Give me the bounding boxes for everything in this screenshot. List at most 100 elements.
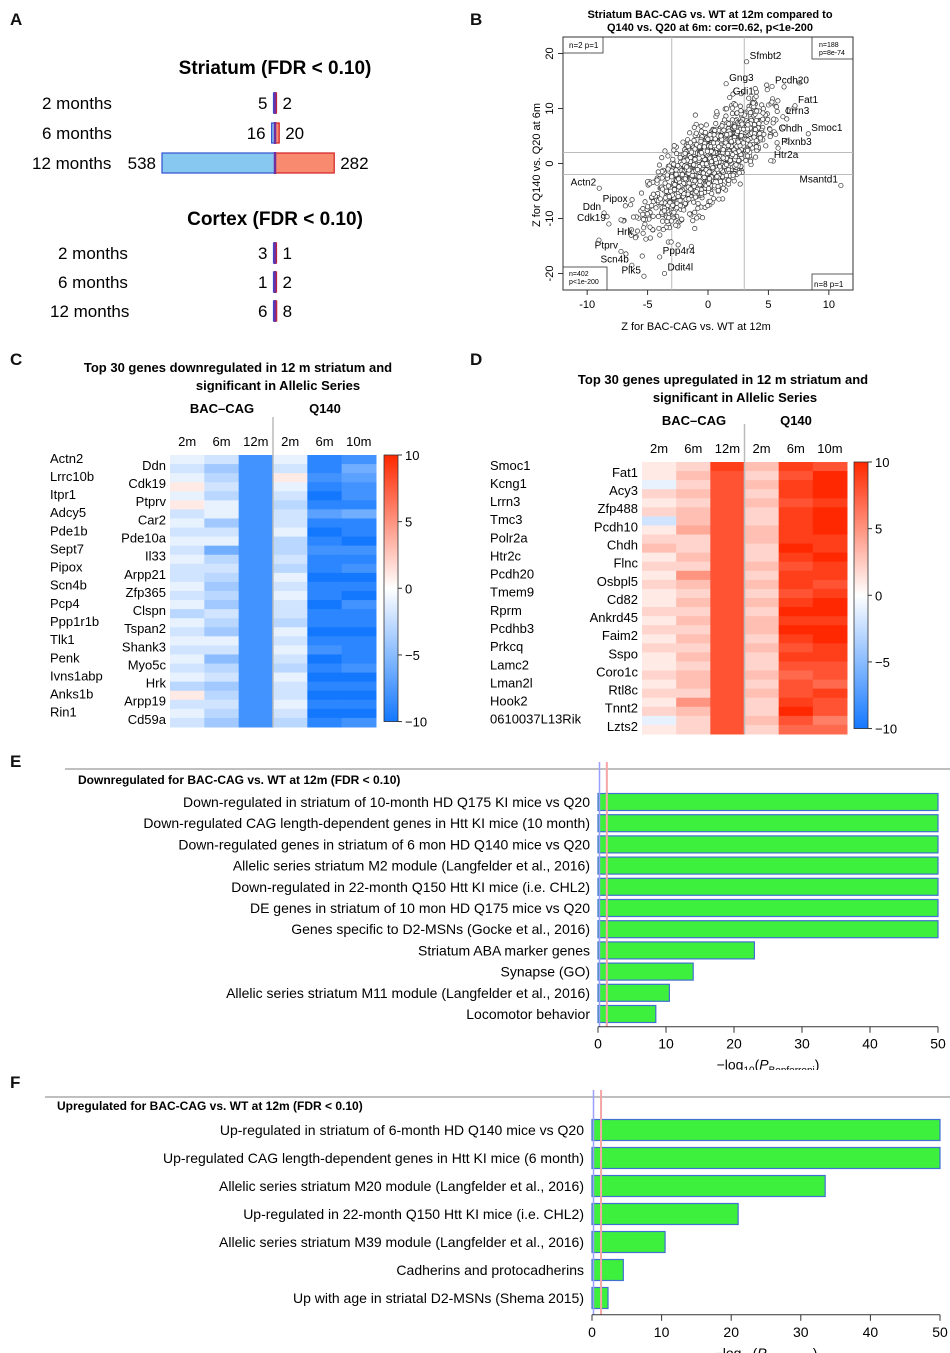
heatmap-c-title-1: Top 30 genes downregulated in 12 m stria… bbox=[84, 360, 392, 375]
heatmap-cell bbox=[341, 663, 377, 674]
heatmap-cell bbox=[273, 645, 308, 655]
scatter-point bbox=[698, 138, 704, 144]
gene-label-right: Clspn bbox=[133, 603, 166, 618]
heatmap-cell bbox=[341, 591, 377, 601]
panel-label-d: D bbox=[470, 350, 483, 369]
category-label: Allelic series striatum M2 module (Langf… bbox=[233, 858, 590, 874]
enrichment-bar bbox=[597, 983, 671, 1002]
category-label: Down-regulated in striatum of 10-month H… bbox=[183, 794, 590, 810]
heatmap-cell bbox=[238, 591, 274, 601]
scatter-point bbox=[740, 140, 746, 146]
heatmap-cell bbox=[778, 570, 814, 581]
heatmap-cell bbox=[170, 690, 205, 701]
heatmap-cell bbox=[812, 579, 848, 590]
scatter-point bbox=[679, 216, 685, 222]
heatmap-cell bbox=[812, 679, 848, 690]
heatmap-cell bbox=[744, 534, 780, 545]
heatmap-cell bbox=[744, 588, 780, 599]
heatmap-cell bbox=[744, 679, 780, 690]
category-label: Synapse (GO) bbox=[501, 964, 590, 980]
heatmap-cell bbox=[642, 561, 677, 572]
heatmap-cell bbox=[710, 588, 745, 599]
scatter-point bbox=[691, 199, 697, 205]
heatmap-cell bbox=[238, 690, 274, 701]
heatmap-cell bbox=[710, 724, 745, 735]
scatter-point bbox=[692, 178, 698, 184]
heatmap-cell bbox=[273, 563, 308, 574]
x-tick-label: 20 bbox=[726, 1036, 742, 1052]
scatter-point bbox=[716, 196, 722, 202]
heatmap-cell bbox=[238, 491, 274, 501]
scatter-point bbox=[703, 161, 709, 167]
scatter-xlabel: Z for BAC-CAG vs. WT at 12m bbox=[621, 321, 771, 333]
scatter-point bbox=[784, 116, 790, 122]
heatmap-cell bbox=[778, 525, 814, 536]
heatmap-cell bbox=[170, 708, 205, 719]
scatter-point bbox=[641, 225, 647, 231]
point-label: Smoc1 bbox=[811, 123, 843, 134]
heatmap-cell bbox=[812, 525, 848, 536]
scatter-point bbox=[673, 171, 679, 177]
heatmap-cell bbox=[238, 627, 274, 637]
scatter-point bbox=[604, 214, 610, 220]
scatter-point bbox=[752, 126, 759, 132]
scatter-point bbox=[705, 203, 711, 209]
x-tick-label: 40 bbox=[862, 1036, 878, 1052]
gene-label-left: Prkcq bbox=[490, 639, 523, 654]
scale-tick-label: −5 bbox=[875, 655, 890, 670]
heatmap-cell bbox=[710, 561, 745, 572]
heatmap-cell bbox=[204, 717, 240, 728]
category-label: Allelic series striatum M20 module (Lang… bbox=[219, 1178, 584, 1194]
heatmap-cell bbox=[778, 643, 814, 653]
scatter-point bbox=[655, 213, 661, 219]
scatter-point bbox=[753, 138, 759, 144]
category-label: Allelic series striatum M11 module (Lang… bbox=[226, 985, 590, 1001]
panel-c-heatmap: Top 30 genes downregulated in 12 m stria… bbox=[50, 360, 427, 730]
heatmap-cell bbox=[642, 516, 677, 526]
labeled-point bbox=[601, 210, 607, 216]
heatmap-cell bbox=[676, 652, 711, 662]
gene-label-left: Tmem9 bbox=[490, 585, 534, 600]
heatmap-cell bbox=[676, 697, 711, 708]
heatmap-cell bbox=[238, 572, 274, 583]
heatmap-cell bbox=[676, 670, 711, 681]
heatmap-cell bbox=[307, 717, 343, 728]
heatmap-cell bbox=[642, 489, 677, 499]
scatter-point bbox=[738, 133, 744, 139]
down-count: 5 bbox=[258, 94, 267, 113]
heatmap-cell bbox=[238, 654, 274, 665]
heatmap-cell bbox=[744, 625, 780, 635]
gene-label-right: Zfp488 bbox=[598, 501, 638, 516]
heatmap-cell bbox=[170, 509, 205, 519]
heatmap-cell bbox=[273, 708, 308, 719]
gene-label-right: Tspan2 bbox=[124, 621, 166, 636]
heatmap-cell bbox=[676, 607, 711, 617]
heatmap-cell bbox=[744, 652, 780, 662]
heatmap-cell bbox=[238, 636, 274, 646]
point-label: Plk5 bbox=[622, 265, 642, 276]
heatmap-cell bbox=[676, 489, 711, 499]
heatmap-cell bbox=[307, 554, 343, 565]
heatmap-cell bbox=[744, 598, 780, 608]
heatmap-cell bbox=[676, 561, 711, 572]
heatmap-d-group-1: BAC–CAG bbox=[662, 413, 726, 428]
gene-label-left: Htr2c bbox=[490, 548, 522, 563]
heatmap-cell bbox=[307, 609, 343, 619]
scatter-point bbox=[735, 139, 741, 145]
heatmap-cell bbox=[204, 527, 240, 538]
heatmap-cell bbox=[341, 618, 377, 628]
panel-label-f: F bbox=[10, 1073, 21, 1092]
y-tick-label: 10 bbox=[544, 102, 556, 114]
heatmap-cell bbox=[642, 570, 677, 581]
scatter-point bbox=[649, 203, 655, 209]
enrichment-bar bbox=[597, 1004, 657, 1024]
heatmap-cell bbox=[676, 462, 711, 472]
labeled-point bbox=[641, 273, 647, 279]
scatter-point bbox=[714, 174, 720, 180]
striatum-bars: 2 months 5 2 6 months 16 20 12 months 538 282 bbox=[32, 92, 369, 174]
gene-label-left: Tmc3 bbox=[490, 512, 523, 527]
heatmap-cell bbox=[170, 636, 205, 646]
scatter-point bbox=[692, 225, 698, 232]
category-label: Up with age in striatal D2-MSNs (Shema 2… bbox=[293, 1290, 584, 1306]
heatmap-cell bbox=[710, 525, 745, 536]
